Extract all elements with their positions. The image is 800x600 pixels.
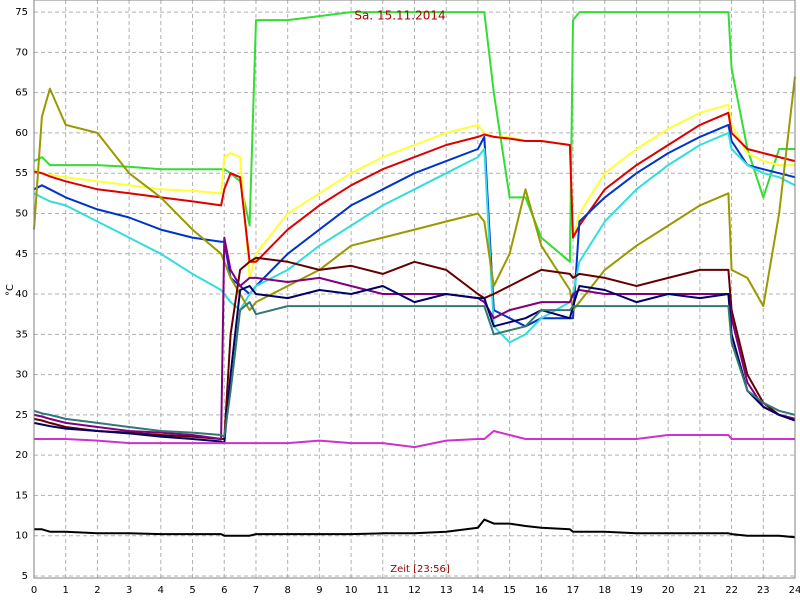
x-tick-label: 6 [221, 585, 227, 596]
chart-title: Sa. 15.11.2014 [354, 9, 445, 23]
series-line [33, 301, 796, 438]
series-line [33, 256, 796, 440]
series-line [33, 131, 796, 344]
series-line [33, 285, 796, 445]
x-tick-label: 20 [662, 585, 675, 596]
series-line [33, 76, 796, 312]
x-axis-label: Zeit [23:56] [390, 564, 450, 575]
x-tick-label: 11 [376, 585, 389, 596]
series-line [34, 518, 796, 539]
x-tick-label: 12 [408, 585, 421, 596]
x-tick-label: 10 [345, 585, 358, 596]
y-tick-label: 70 [15, 47, 28, 58]
y-tick-label: 30 [15, 370, 28, 381]
x-tick-label: 22 [725, 585, 738, 596]
y-tick-label: 45 [15, 249, 28, 260]
x-tick-label: 16 [535, 585, 548, 596]
x-tick-label: 18 [598, 585, 611, 596]
x-tick-label: 9 [316, 585, 322, 596]
x-tick-label: 17 [567, 585, 580, 596]
x-tick-label: 5 [189, 585, 195, 596]
x-tick-label: 2 [94, 585, 100, 596]
y-tick-label: 75 [15, 7, 28, 18]
series-line [33, 111, 796, 263]
x-tick-label: 0 [31, 585, 37, 596]
y-tick-label: 55 [15, 168, 28, 179]
x-tick-label: 8 [284, 585, 290, 596]
lines [33, 11, 796, 539]
y-tick-label: 25 [15, 410, 28, 421]
x-tick-label: 4 [158, 585, 164, 596]
series-line [33, 123, 796, 328]
y-tick-label: 40 [15, 289, 28, 300]
y-tick-label: 50 [15, 208, 28, 219]
series-line [33, 103, 795, 279]
y-tick-label: 60 [15, 128, 28, 139]
y-tick-label: 15 [15, 490, 28, 501]
y-axis-label: °C [5, 284, 16, 296]
x-tick-label: 14 [472, 585, 485, 596]
x-tick-label: 24 [789, 585, 800, 596]
x-tick-label: 13 [440, 585, 453, 596]
y-tick-label: 65 [15, 88, 28, 99]
x-tick-label: 19 [630, 585, 643, 596]
x-tick-label: 1 [63, 585, 69, 596]
series-line [33, 11, 795, 263]
x-tick-label: 21 [694, 585, 707, 596]
series-line [34, 430, 795, 449]
x-tick-label: 15 [503, 585, 516, 596]
y-tick-label: 5 [22, 571, 28, 582]
x-tick-label: 7 [253, 585, 259, 596]
y-tick-label: 20 [15, 450, 28, 461]
y-tick-label: 10 [15, 531, 28, 542]
plot-frame [33, 0, 796, 579]
x-tick-label: 23 [757, 585, 770, 596]
y-tick-label: 35 [15, 329, 28, 340]
x-tick-label: 3 [126, 585, 132, 596]
